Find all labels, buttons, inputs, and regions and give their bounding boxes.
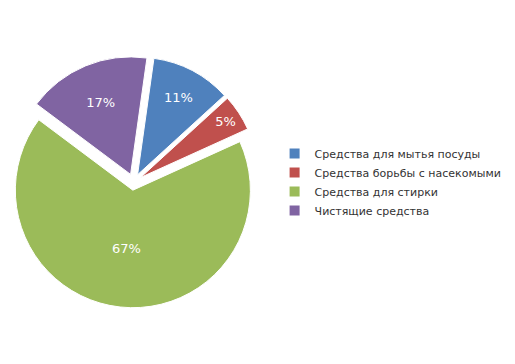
svg-text:17%: 17% <box>86 95 115 110</box>
svg-text:11%: 11% <box>164 90 193 105</box>
svg-text:5%: 5% <box>215 114 236 129</box>
svg-text:Чистящие средства: Чистящие средства <box>315 205 430 218</box>
svg-text:Средства для стирки: Средства для стирки <box>315 186 438 199</box>
svg-text:67%: 67% <box>112 241 141 256</box>
svg-text:Средства для мытья посуды: Средства для мытья посуды <box>315 148 481 161</box>
svg-text:Средства борьбы с насекомыми: Средства борьбы с насекомыми <box>315 167 501 180</box>
